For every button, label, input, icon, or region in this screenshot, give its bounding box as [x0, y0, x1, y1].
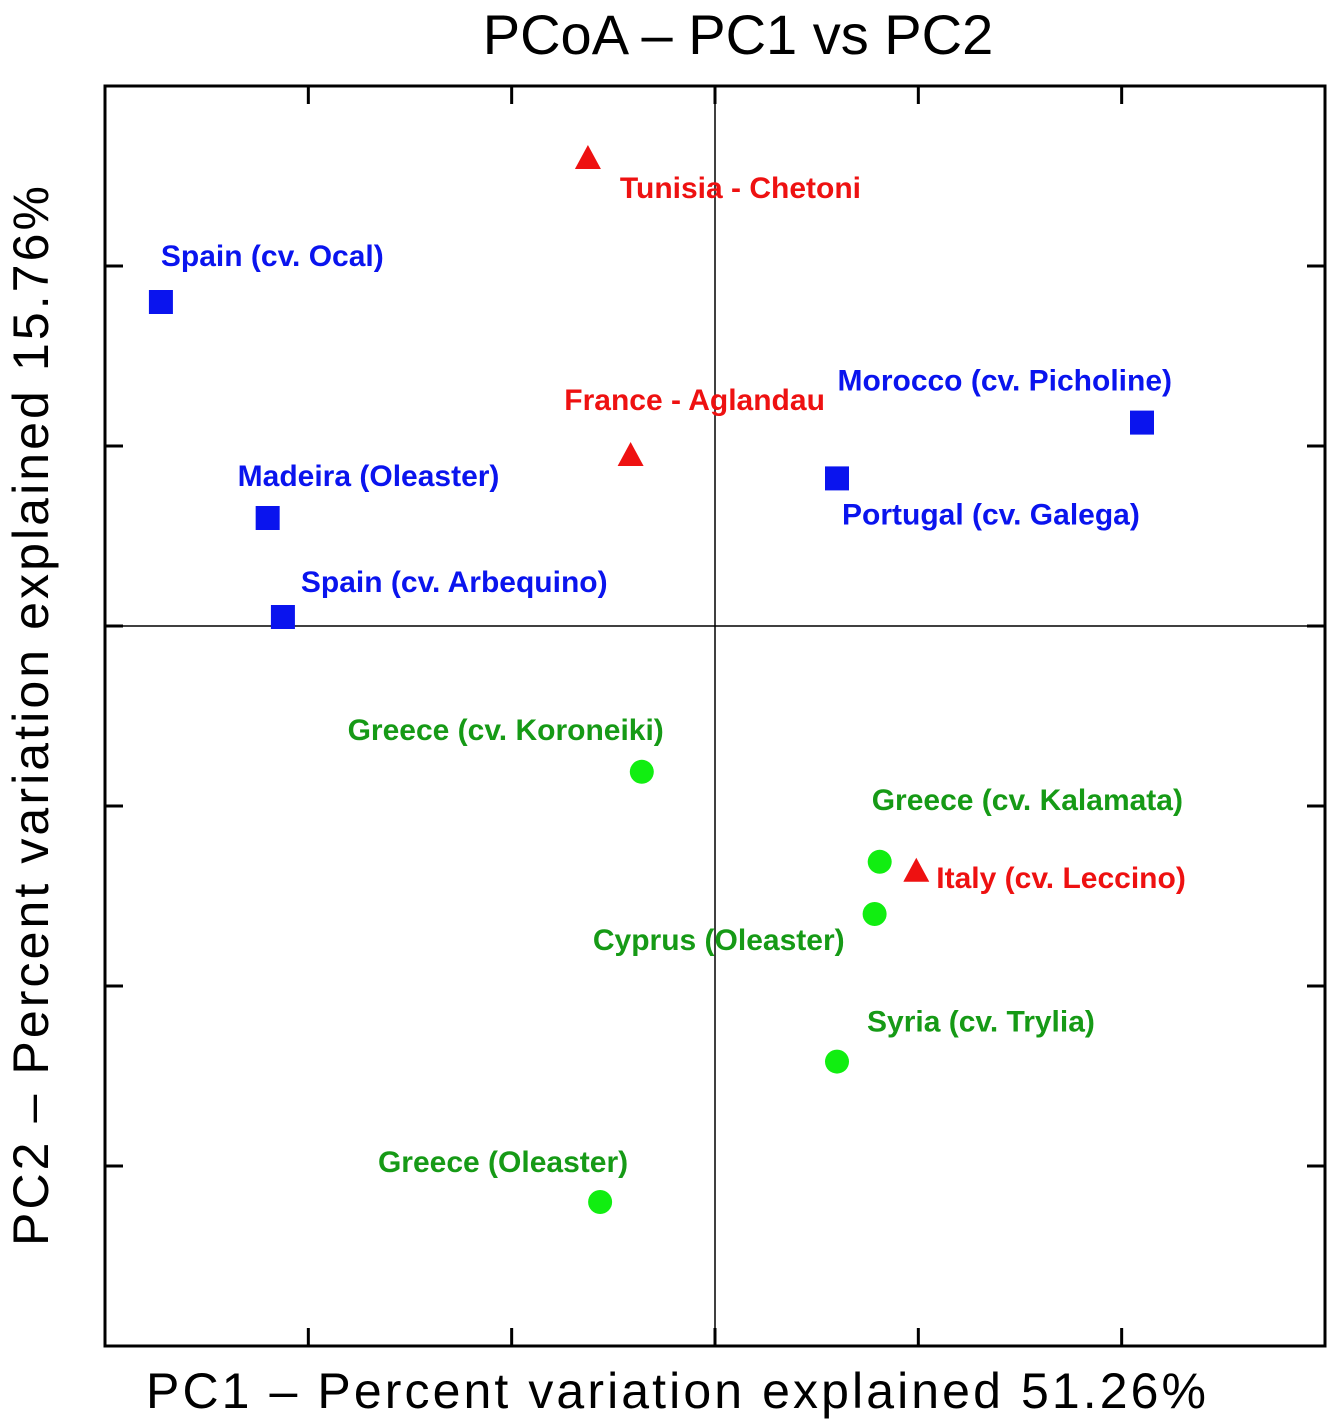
square-marker-morocco-cv-picholine [1130, 410, 1154, 435]
triangle-marker-tunisia-chetoni [574, 145, 601, 169]
circle-marker-syria-cv-trylia [825, 1049, 849, 1074]
point-label-greece-cv-koroneiki: Greece (cv. Koroneiki) [348, 714, 664, 747]
square-marker-spain-cv-ocal [148, 290, 173, 314]
triangle-marker-france-aglandau [617, 442, 644, 466]
point-label-greece-oleaster: Greece (Oleaster) [378, 1146, 628, 1179]
circle-marker-greece-cv-kalamata [867, 849, 892, 874]
point-labels: Tunisia - Chetoni Spain (cv. Ocal) France … [161, 172, 1186, 1179]
point-label-italy-cv-leccino: Italy (cv. Leccino) [936, 862, 1186, 895]
point-label-spain-cv-arbequino: Spain (cv. Arbequino) [301, 566, 608, 599]
square-marker-spain-cv-arbequino [270, 605, 295, 629]
chart-title: PCoA – PC1 vs PC2 [483, 3, 993, 66]
point-label-syria-cv-trylia: Syria (cv. Trylia) [867, 1006, 1095, 1039]
point-label-cyprus-oleaster: Cyprus (Oleaster) [593, 924, 845, 957]
circle-marker-greece-oleaster [588, 1190, 613, 1214]
point-label-tunisia-chetoni: Tunisia - Chetoni [620, 172, 861, 205]
circle-marker-cyprus-oleaster [862, 902, 887, 926]
reference-lines [105, 86, 1325, 1346]
square-marker-portugal-cv-galega [825, 466, 849, 491]
point-label-greece-cv-kalamata: Greece (cv. Kalamata) [872, 784, 1183, 817]
triangle-marker-italy-cv-leccino [903, 857, 930, 882]
point-label-portugal-cv-galega: Portugal (cv. Galega) [842, 498, 1140, 531]
x-axis-label: PC1 – Percent variation explained 51.26% [146, 1363, 1206, 1419]
square-marker-madeira-oleaster [255, 506, 280, 530]
y-axis-label: PC2 – Percent variation explained 15.76% [3, 186, 59, 1246]
circle-marker-greece-cv-koroneiki [629, 759, 654, 784]
data-markers [148, 145, 1154, 1214]
point-label-france-aglandau: France - Aglandau [564, 384, 825, 417]
point-label-morocco-cv-picholine: Morocco (cv. Picholine) [838, 365, 1173, 398]
point-label-spain-cv-ocal: Spain (cv. Ocal) [161, 240, 384, 273]
point-label-madeira-oleaster: Madeira (Oleaster) [238, 460, 500, 493]
